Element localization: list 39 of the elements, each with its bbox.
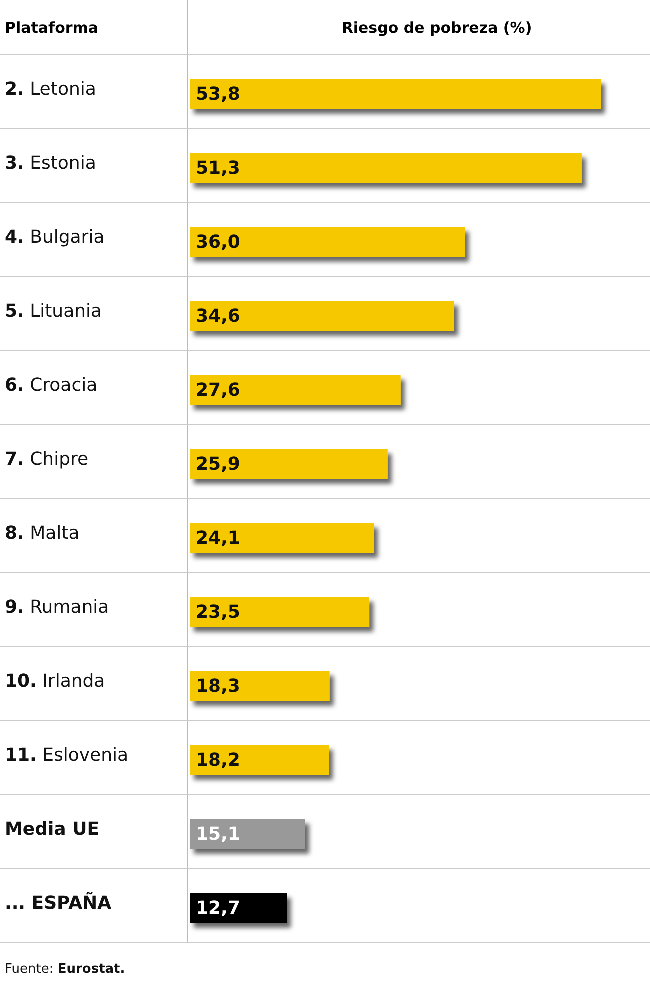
y-tick-label: 6. Croacia bbox=[5, 374, 98, 396]
y-tick-label: 8. Malta bbox=[5, 522, 80, 544]
bar bbox=[190, 449, 388, 479]
y-tick-label: 7. Chipre bbox=[5, 448, 89, 470]
data-label: 25,9 bbox=[196, 454, 240, 475]
bar bbox=[190, 227, 466, 257]
bar bbox=[190, 893, 288, 923]
data-label: 53,8 bbox=[196, 84, 240, 105]
y-tick-label: 3. Estonia bbox=[5, 152, 96, 174]
bar bbox=[190, 79, 601, 109]
data-label: 12,7 bbox=[196, 898, 240, 919]
data-label: 51,3 bbox=[196, 158, 240, 179]
y-axis-title: Plataforma bbox=[5, 19, 99, 37]
data-label: 24,1 bbox=[196, 528, 240, 549]
bar bbox=[190, 671, 330, 701]
data-label: 15,1 bbox=[196, 824, 240, 845]
bar bbox=[190, 375, 401, 405]
data-label: 18,3 bbox=[196, 676, 240, 697]
bar bbox=[190, 819, 306, 849]
bar bbox=[190, 301, 454, 331]
y-tick-label: 5. Lituania bbox=[5, 300, 102, 322]
x-axis-title: Riesgo de pobreza (%) bbox=[342, 19, 532, 37]
bar bbox=[190, 523, 374, 553]
y-tick-label: Media UE bbox=[5, 818, 100, 840]
bar bbox=[190, 597, 370, 627]
data-label: 23,5 bbox=[196, 602, 240, 623]
y-tick-label: 4. Bulgaria bbox=[5, 226, 105, 248]
data-label: 18,2 bbox=[196, 750, 240, 771]
data-label: 27,6 bbox=[196, 380, 240, 401]
data-label: 36,0 bbox=[196, 232, 240, 253]
bar bbox=[190, 745, 330, 775]
data-label: 34,6 bbox=[196, 306, 240, 327]
y-tick-label: 11. Eslovenia bbox=[5, 744, 129, 766]
y-tick-label: ... ESPAÑA bbox=[5, 892, 112, 914]
y-tick-label: 2. Letonia bbox=[5, 78, 96, 100]
source-note: Fuente: Eurostat. bbox=[5, 962, 126, 977]
y-tick-label: 9. Rumania bbox=[5, 596, 110, 618]
bar bbox=[190, 153, 582, 183]
y-tick-label: 10. Irlanda bbox=[5, 670, 106, 692]
